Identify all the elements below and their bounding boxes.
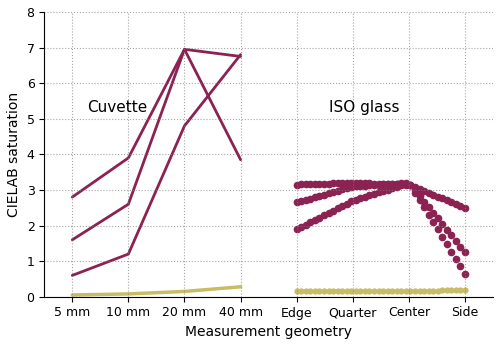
X-axis label: Measurement geometry: Measurement geometry xyxy=(185,325,352,339)
Text: Cuvette: Cuvette xyxy=(87,100,148,115)
Y-axis label: CIELAB saturation: CIELAB saturation xyxy=(7,92,21,217)
Text: ISO glass: ISO glass xyxy=(329,100,400,115)
